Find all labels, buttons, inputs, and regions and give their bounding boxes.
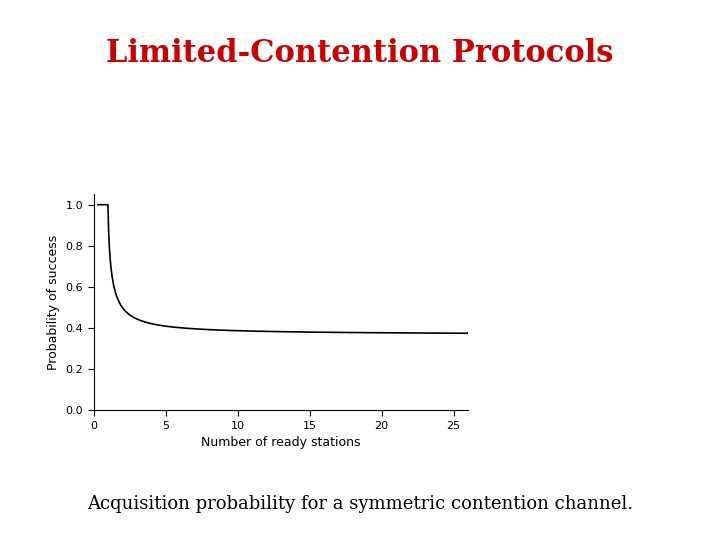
X-axis label: Number of ready stations: Number of ready stations (201, 436, 361, 449)
Y-axis label: Probability of success: Probability of success (47, 235, 60, 370)
Text: Acquisition probability for a symmetric contention channel.: Acquisition probability for a symmetric … (87, 495, 633, 513)
Text: Limited-Contention Protocols: Limited-Contention Protocols (107, 38, 613, 69)
